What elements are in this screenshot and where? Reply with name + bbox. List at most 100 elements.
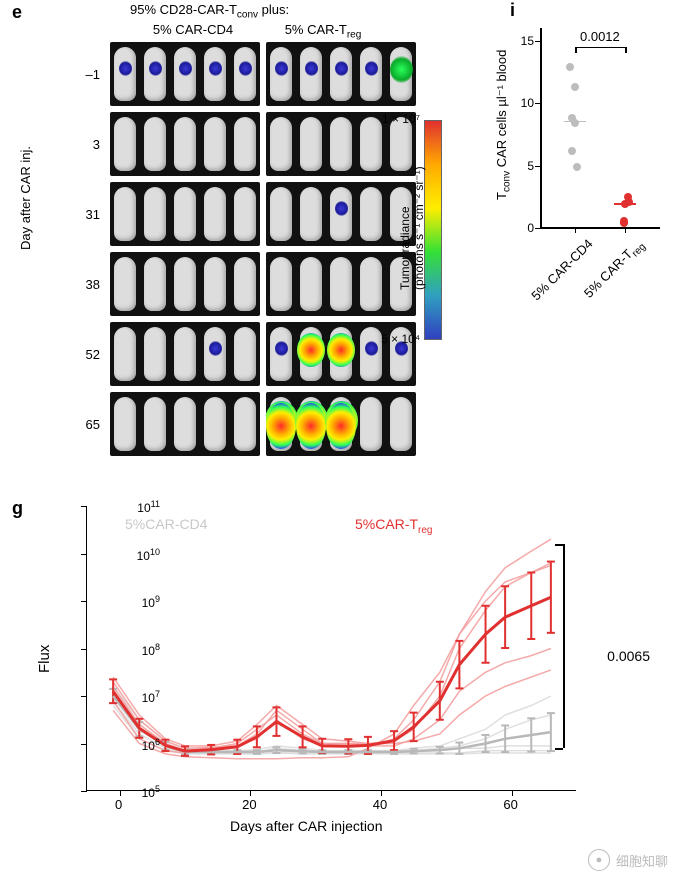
data-point [573,163,581,171]
mouse-icon [144,117,166,171]
panel-e-supertitle: 95% CD28-CAR-Tconv plus: [130,2,289,21]
mouse-icon [360,397,382,451]
txt: 5%CAR-T [355,516,418,532]
ivis-row: –1 [70,42,422,106]
ivis-row: 3 [70,112,422,176]
ytick-label: 109 [116,594,160,610]
ytick-label: 5 [510,159,534,173]
ytick-label: 15 [510,34,534,48]
xtick-label: 60 [496,797,526,812]
x-axis [540,227,660,229]
ivis-row: 31 [70,182,422,246]
median-line [564,121,586,123]
legend-cd4: 5%CAR-CD4 [125,516,207,532]
mouse-panel [266,392,416,456]
mouse-icon [234,397,256,451]
mouse-panel [266,182,416,246]
mouse-icon [390,47,412,101]
txt: conv [237,10,258,21]
mouse-icon [330,187,352,241]
mouse-icon [300,187,322,241]
ivis-row: 52 [70,322,422,386]
ytick-label: 0 [510,221,534,235]
xtick-label: 0 [104,797,134,812]
txt: T [494,192,509,200]
mouse-panel [110,112,260,176]
legend-treg: 5%CAR-Treg [355,516,432,536]
panel-g-ylabel: Flux [36,645,53,673]
mouse-icon [114,257,136,311]
mouse-icon [114,117,136,171]
mouse-icon [234,327,256,381]
panel-g: Flux Days after CAR injection 5%CAR-CD4 … [20,498,660,843]
mouse-icon [270,47,292,101]
panel-e-col1-title: 5% CAR-CD4 [128,22,258,37]
panel-e-ylabel: Day after CAR inj. [18,146,33,250]
mouse-icon [174,47,196,101]
mouse-icon [114,47,136,101]
data-point [568,147,576,155]
mouse-icon [234,117,256,171]
colorbar-top-label: 1 × 10⁷ [382,112,420,126]
mouse-icon [144,47,166,101]
colorbar [424,120,442,340]
data-point [571,83,579,91]
mouse-icon [174,257,196,311]
mouse-panel [110,322,260,386]
mouse-icon [174,117,196,171]
panel-e-grid: –1331385265 [70,42,422,462]
median-line [614,203,636,205]
mouse-icon [360,187,382,241]
mouse-panel [266,42,416,106]
mouse-icon [174,397,196,451]
ivis-row: 65 [70,392,422,456]
mouse-icon [360,47,382,101]
mouse-icon [204,257,226,311]
mouse-icon [330,257,352,311]
txt: plus: [258,2,289,17]
txt: 5%CAR-CD4 [125,516,207,532]
mouse-icon [300,327,322,381]
mouse-icon [330,117,352,171]
txt: conv [502,171,513,192]
mouse-icon [360,327,382,381]
mouse-icon [270,117,292,171]
mouse-icon [300,47,322,101]
mouse-icon [360,257,382,311]
mouse-icon [114,397,136,451]
panel-e-col2-title: 5% CAR-Treg [258,22,388,41]
panel-i-ylabel: Tconv CAR cells µl⁻¹ blood [494,50,513,200]
mouse-icon [144,397,166,451]
mouse-icon [234,187,256,241]
mouse-icon [114,327,136,381]
mouse-icon [204,187,226,241]
panel-i-plot: 051015 [540,28,660,228]
mouse-icon [270,257,292,311]
watermark: ● 细胞知聊 [588,849,668,871]
mouse-icon [204,117,226,171]
mouse-icon [234,47,256,101]
panel-i: Tconv CAR cells µl⁻¹ blood 051015 0.0012… [480,0,670,345]
mouse-icon [204,47,226,101]
mouse-panel [266,252,416,316]
mouse-icon [330,327,352,381]
mouse-icon [204,397,226,451]
txt: (photons s⁻¹ cm⁻² sr⁻¹) [412,166,426,290]
txt: reg [347,30,361,41]
mouse-panel [110,42,260,106]
panel-g-pvalue: 0.0065 [607,648,650,664]
panel-i-pvalue: 0.0012 [580,29,620,44]
day-label: –1 [70,67,100,82]
mouse-icon [144,327,166,381]
day-label: 65 [70,417,100,432]
panel-g-svg [87,506,577,791]
ytick-label: 10 [510,96,534,110]
ytick-label: 1010 [116,547,160,563]
mouse-icon [114,187,136,241]
mouse-panel [110,392,260,456]
day-label: 3 [70,137,100,152]
xtick-label: 40 [365,797,395,812]
mouse-icon [174,327,196,381]
mouse-panel [110,252,260,316]
mouse-icon [390,397,412,451]
